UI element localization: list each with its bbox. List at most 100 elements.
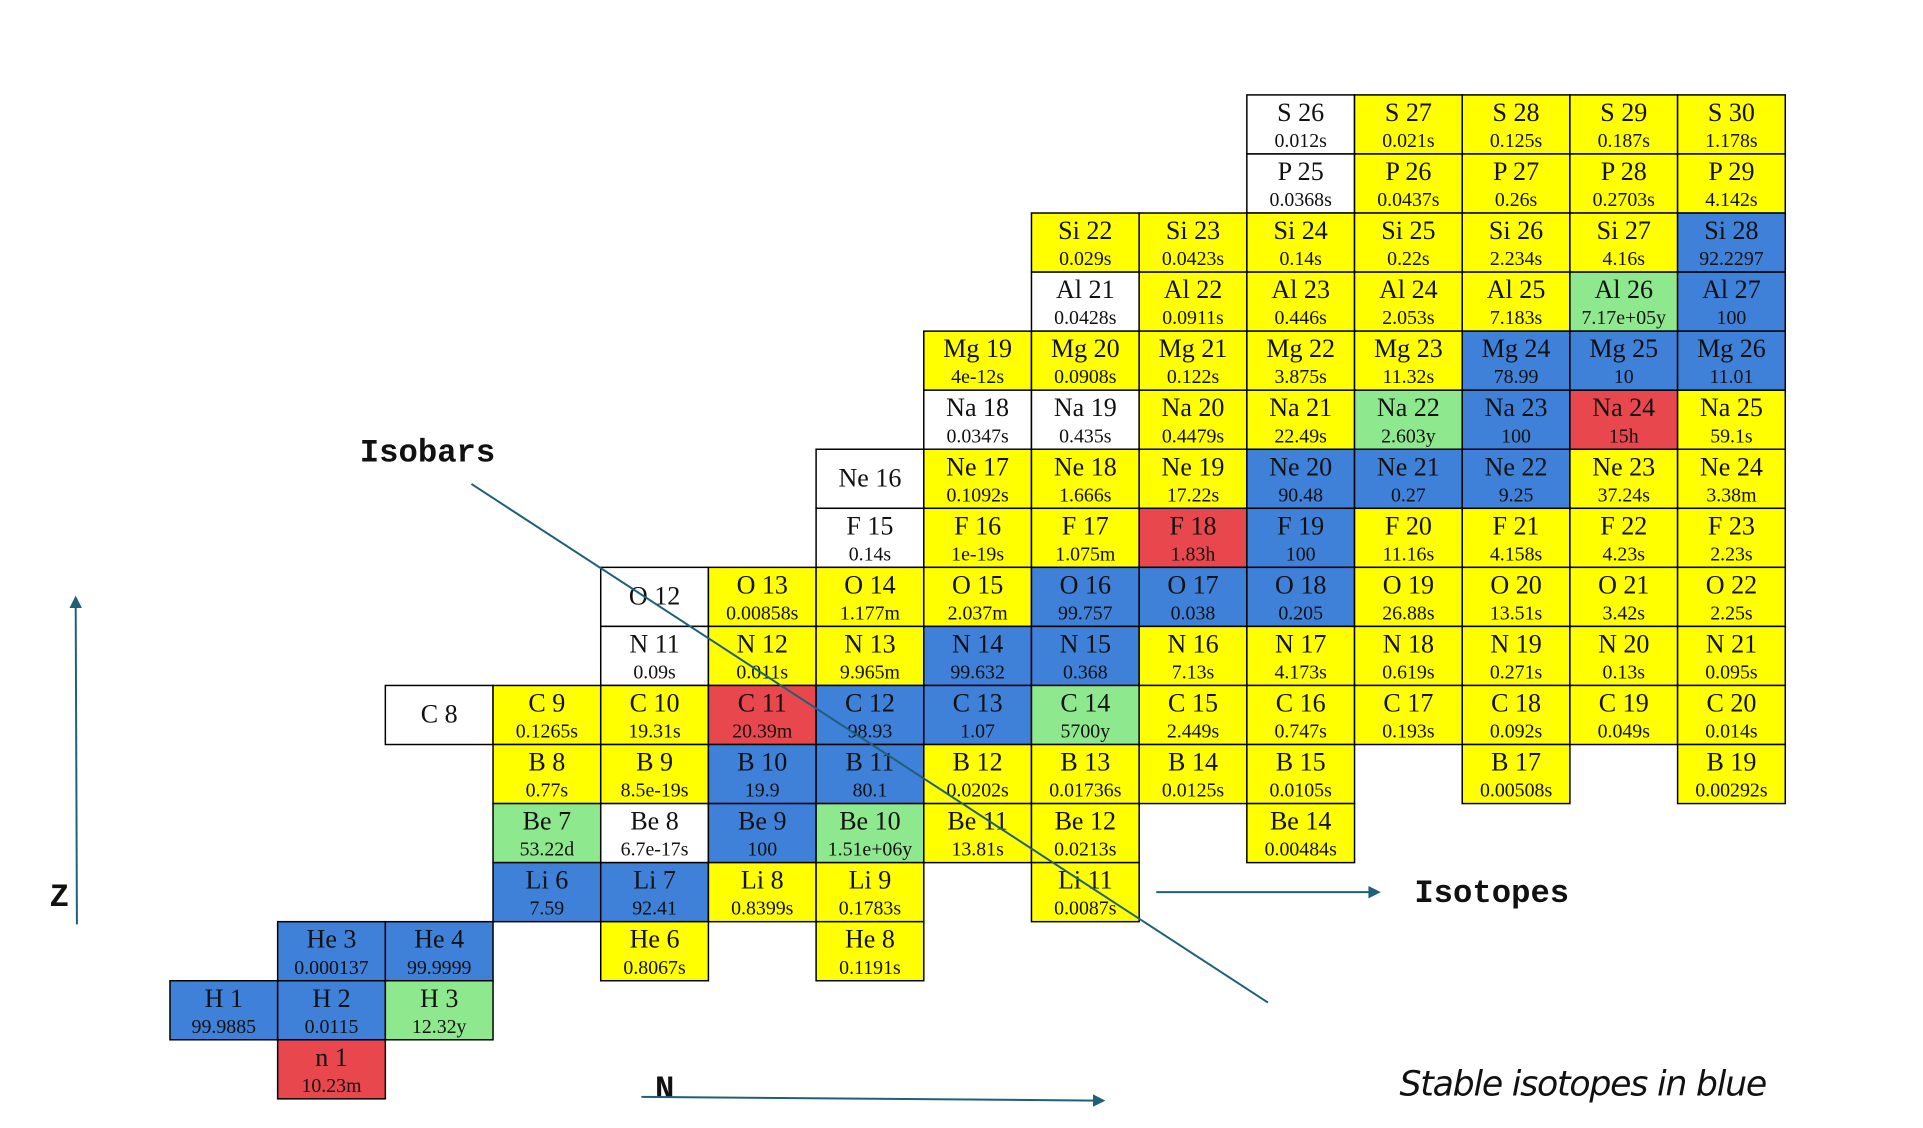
nuclide-label: N 20 (1598, 629, 1649, 658)
half-life: 0.021s (1382, 130, 1434, 152)
half-life: 92.41 (632, 898, 677, 920)
nuclide-cell: O 19 26.88s (1353, 566, 1463, 628)
half-life: 0.1092s (946, 484, 1008, 506)
nuclide-label: Na 19 (1054, 393, 1117, 422)
z-axis-arrow (74, 605, 78, 925)
nuclide-label: Ne 22 (1485, 452, 1548, 481)
nuclide-label: Al 26 (1594, 275, 1653, 304)
half-life: 59.1s (1710, 425, 1752, 447)
nuclide-cell: Na 23 100 (1461, 389, 1571, 450)
nuclide-cell: C 13 1.07 (923, 684, 1033, 746)
nuclide-cell: S 29 0.187s (1569, 94, 1679, 155)
half-life: 0.000137 (294, 957, 368, 979)
nuclide-label: F 23 (1708, 511, 1755, 540)
half-life: 0.0105s (1270, 780, 1332, 802)
cell-box (815, 861, 925, 923)
half-life: 0.0202s (946, 780, 1008, 802)
half-life: 2.603y (1381, 425, 1436, 447)
nuclide-label: Si 24 (1274, 216, 1328, 245)
half-life: 90.48 (1278, 484, 1323, 506)
half-life: 0.049s (1598, 721, 1650, 743)
nuclide-cell: N 15 0.368 (1030, 625, 1140, 687)
nuclide-cell: Si 28 92.2297 (1676, 212, 1787, 273)
cell-box (1246, 684, 1356, 746)
half-life: 0.0437s (1377, 189, 1439, 211)
nuclide-cell: O 13 0.00858s (707, 566, 817, 628)
half-life: 19.9 (745, 780, 780, 802)
nuclide-cell: He 4 99.9999 (384, 920, 494, 982)
nuclide-label: O 17 (1167, 570, 1218, 599)
nuclide-cell: F 20 11.16s (1353, 507, 1463, 569)
nuclide-cell: Na 18 0.0347s (923, 389, 1033, 450)
nuclide-label: C 14 (1060, 689, 1110, 718)
cell-box (1246, 625, 1356, 687)
nuclide-label: C 10 (630, 689, 680, 718)
nuclide-cell: C 19 0.049s (1569, 684, 1679, 746)
nuclide-label: N 21 (1706, 629, 1757, 658)
nuclide-cell: Al 21 0.0428s (1030, 271, 1140, 332)
nuclide-label: Ne 24 (1700, 452, 1763, 481)
nuclide-label: Na 23 (1485, 393, 1548, 422)
nuclide-label: C 13 (953, 689, 1003, 718)
half-life: 2.037m (948, 602, 1009, 624)
nuclide-label: Al 25 (1487, 275, 1546, 304)
nuclide-label: Ne 19 (1162, 452, 1225, 481)
half-life: 7.59 (530, 898, 565, 920)
nuclide-cell: Li 6 7.59 (492, 861, 602, 923)
half-life: 1.07 (960, 721, 995, 743)
nuclide-cell: B 14 0.0125s (1138, 743, 1248, 805)
legend-note: Stable isotopes in blue (1399, 1065, 1766, 1105)
nuclide-label: P 27 (1493, 157, 1539, 186)
nuclide-cell: C 9 0.1265s (492, 684, 602, 746)
nuclide-cell: Al 25 7.183s (1461, 271, 1571, 332)
nuclide-label: C 19 (1599, 689, 1649, 718)
nuclide-label: F 19 (1277, 511, 1324, 540)
half-life: 4.158s (1490, 543, 1542, 565)
nuclide-label: C 20 (1706, 689, 1756, 718)
nuclide-label: Si 22 (1058, 216, 1112, 245)
nuclide-label: N 16 (1167, 629, 1218, 658)
half-life: 98.93 (848, 721, 893, 743)
cell-box (1353, 625, 1463, 687)
nuclide-label: Al 24 (1379, 275, 1438, 304)
half-life: 0.092s (1490, 721, 1542, 743)
nuclide-cell: Li 11 0.0087s (1030, 861, 1140, 923)
half-life: 0.00508s (1480, 780, 1552, 802)
nuclide-label: B 10 (737, 748, 787, 777)
half-life: 2.25s (1710, 602, 1752, 624)
arrow-head (1093, 1094, 1106, 1107)
nuclide-label: Be 9 (738, 807, 786, 836)
nuclide-cell: Si 27 4.16s (1569, 212, 1679, 273)
cell-box (815, 802, 925, 864)
nuclide-label: Ne 21 (1377, 452, 1440, 481)
nuclide-label: C 18 (1491, 689, 1541, 718)
half-life: 99.632 (950, 662, 1005, 684)
arrow-head (1368, 885, 1381, 899)
nuclide-cell: C 11 20.39m (707, 684, 817, 746)
cell-box (923, 625, 1033, 687)
nuclide-cell: H 1 99.9885 (169, 979, 279, 1041)
half-life: 0.00484s (1265, 839, 1337, 861)
nuclide-cell: Si 24 0.14s (1246, 212, 1356, 273)
half-life: 99.9999 (407, 957, 472, 979)
nuclide-label: Al 23 (1271, 275, 1330, 304)
half-life: 0.0908s (1054, 366, 1116, 388)
nuclide-label: Na 24 (1592, 393, 1655, 422)
half-life: 0.0125s (1162, 780, 1224, 802)
half-life: 1.51e+06y (828, 839, 913, 861)
nuclide-cell: Si 22 0.029s (1030, 212, 1140, 273)
nuclide-label: O 13 (737, 570, 788, 599)
nuclide-label: O 18 (1275, 570, 1326, 599)
half-life: 0.09s (633, 662, 675, 684)
half-life: 17.22s (1167, 484, 1219, 506)
cell-box (1246, 153, 1356, 214)
nuclide-cell: Be 12 0.0213s (1030, 802, 1140, 864)
nuclide-label: S 26 (1277, 98, 1324, 127)
nuclide-cell: He 6 0.8067s (599, 920, 710, 982)
nuclide-cell: Al 24 2.053s (1353, 271, 1463, 332)
cell-box (1676, 448, 1787, 510)
nuclide-label: Mg 24 (1482, 334, 1551, 363)
nuclide-cell: Si 23 0.0423s (1138, 212, 1248, 273)
nuclide-cell: B 19 0.00292s (1676, 743, 1787, 805)
nuclide-label: P 28 (1601, 157, 1647, 186)
